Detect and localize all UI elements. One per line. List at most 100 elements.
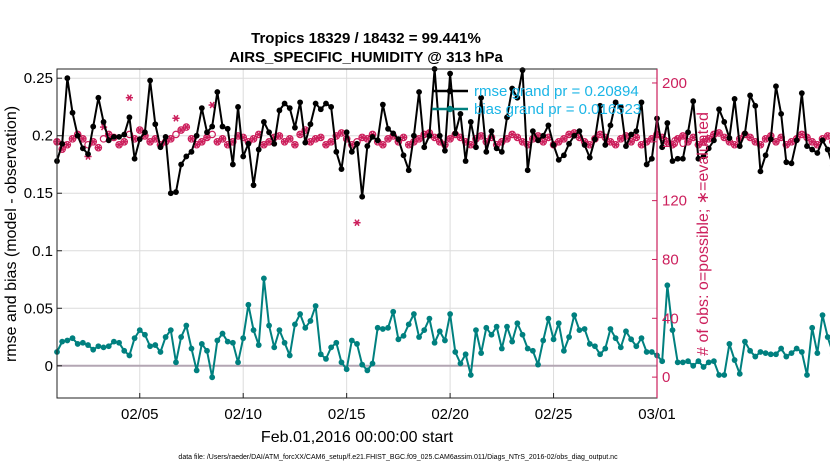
- bias-point: [504, 323, 510, 330]
- obs-evaluated-stroke: [406, 141, 412, 149]
- bias-point: [142, 331, 148, 338]
- bias-point: [798, 349, 805, 355]
- rmse-point: [260, 119, 267, 125]
- bias-point: [700, 364, 707, 370]
- rmse-point: [679, 155, 686, 162]
- obs-evaluated-stroke: [152, 135, 158, 143]
- rmse-point: [767, 136, 774, 143]
- obs-evaluated-stroke: [416, 135, 422, 143]
- y-tick-label: 0.1: [32, 243, 53, 260]
- obs-evaluated-stroke: [183, 123, 189, 131]
- rmse-point: [721, 119, 728, 125]
- y-right-tick-label: 80: [662, 251, 679, 268]
- bias-point: [824, 334, 830, 340]
- obs-evaluated-point: [772, 138, 780, 146]
- rmse-point: [736, 143, 743, 149]
- bias-point: [638, 335, 645, 342]
- rmse-point: [462, 158, 469, 164]
- rmse-point: [498, 148, 505, 155]
- rmse-point: [250, 182, 257, 189]
- rmse-point: [323, 100, 329, 107]
- x-axis-label: Feb.01,2016 00:00:00 start: [261, 429, 454, 446]
- obs-evaluated-stroke: [509, 130, 515, 138]
- bias-point: [509, 338, 516, 345]
- obs-evaluated-point: [68, 135, 77, 143]
- obs-evaluated-stroke: [194, 141, 200, 149]
- rmse-point: [752, 102, 759, 109]
- bias-point: [586, 341, 593, 347]
- bias-point: [116, 339, 122, 346]
- obs-evaluated-point: [787, 138, 796, 146]
- rmse-point: [488, 128, 495, 135]
- y-right-tick-label: 0: [662, 369, 670, 386]
- obs-evaluated-point: [296, 130, 304, 138]
- obs-evaluated-point: [399, 133, 408, 141]
- bias-point: [607, 326, 614, 332]
- obs-evaluated-stroke: [556, 138, 562, 146]
- rmse-point: [659, 144, 666, 151]
- rmse-point: [271, 140, 278, 147]
- obs-evaluated-point: [358, 133, 366, 141]
- bias-point: [219, 330, 226, 337]
- rmse-point: [483, 148, 490, 155]
- rmse-point: [69, 109, 76, 116]
- obs-evaluated-stroke: [468, 141, 474, 149]
- bias-point: [560, 347, 567, 354]
- x-tick-label: 03/01: [638, 406, 676, 423]
- rmse-point: [142, 129, 148, 136]
- bias-point: [224, 338, 231, 345]
- rmse-point: [467, 119, 474, 125]
- rmse-point: [669, 158, 676, 164]
- bias-point: [395, 336, 402, 343]
- obs-evaluated-stroke: [545, 133, 551, 141]
- bias-point: [633, 343, 640, 350]
- obs-evaluated-stroke: [747, 133, 753, 141]
- obs-evaluated-point: [280, 138, 289, 146]
- obs-evaluated-point: [120, 138, 128, 146]
- bias-point: [571, 312, 578, 319]
- rmse-point: [421, 144, 428, 151]
- bias-point: [788, 350, 795, 357]
- rmse-point: [100, 119, 107, 125]
- obs-evaluated-stroke: [116, 141, 122, 149]
- obs-evaluated-stroke: [690, 133, 696, 141]
- obs-evaluated-stroke: [219, 135, 226, 143]
- rmse-point: [524, 167, 531, 174]
- obs-evaluated-stroke: [400, 133, 407, 141]
- rmse-point: [824, 146, 830, 153]
- rmse-point: [804, 143, 810, 149]
- rmse-point: [369, 133, 376, 140]
- rmse-point: [426, 132, 433, 139]
- rmse-point: [374, 137, 381, 144]
- bias-point: [369, 360, 376, 367]
- obs-evaluated-point: [430, 133, 439, 141]
- rmse-point: [74, 132, 81, 139]
- obs-evaluated-point: [182, 123, 190, 131]
- obs-evaluated-stroke: [431, 133, 438, 141]
- rmse-point: [519, 67, 526, 74]
- rmse-point: [674, 155, 681, 162]
- bias-point: [473, 327, 479, 334]
- rmse-point: [690, 98, 697, 105]
- rmse-point: [405, 167, 412, 174]
- obs-evaluated-point: [606, 138, 615, 146]
- rmse-point: [312, 100, 319, 107]
- bias-point: [343, 366, 350, 373]
- rmse-point: [773, 83, 779, 90]
- obs-evaluated-point: [363, 135, 371, 143]
- obs-evaluated-stroke: [178, 126, 184, 134]
- obs-evaluated-stroke: [364, 135, 370, 143]
- bias-point: [555, 320, 562, 327]
- bias-point: [209, 374, 216, 381]
- rmse-point: [302, 139, 309, 146]
- bias-point: [457, 360, 464, 367]
- rmse-point: [664, 120, 671, 126]
- bias-point: [467, 372, 474, 378]
- bias-point: [59, 338, 66, 345]
- bias-point: [364, 367, 371, 374]
- bias-point: [679, 359, 686, 366]
- obs-possible-point: [172, 130, 180, 139]
- obs-evaluated-point: [260, 141, 268, 149]
- bias-point: [436, 328, 443, 335]
- obs-evaluated-stroke: [773, 138, 779, 146]
